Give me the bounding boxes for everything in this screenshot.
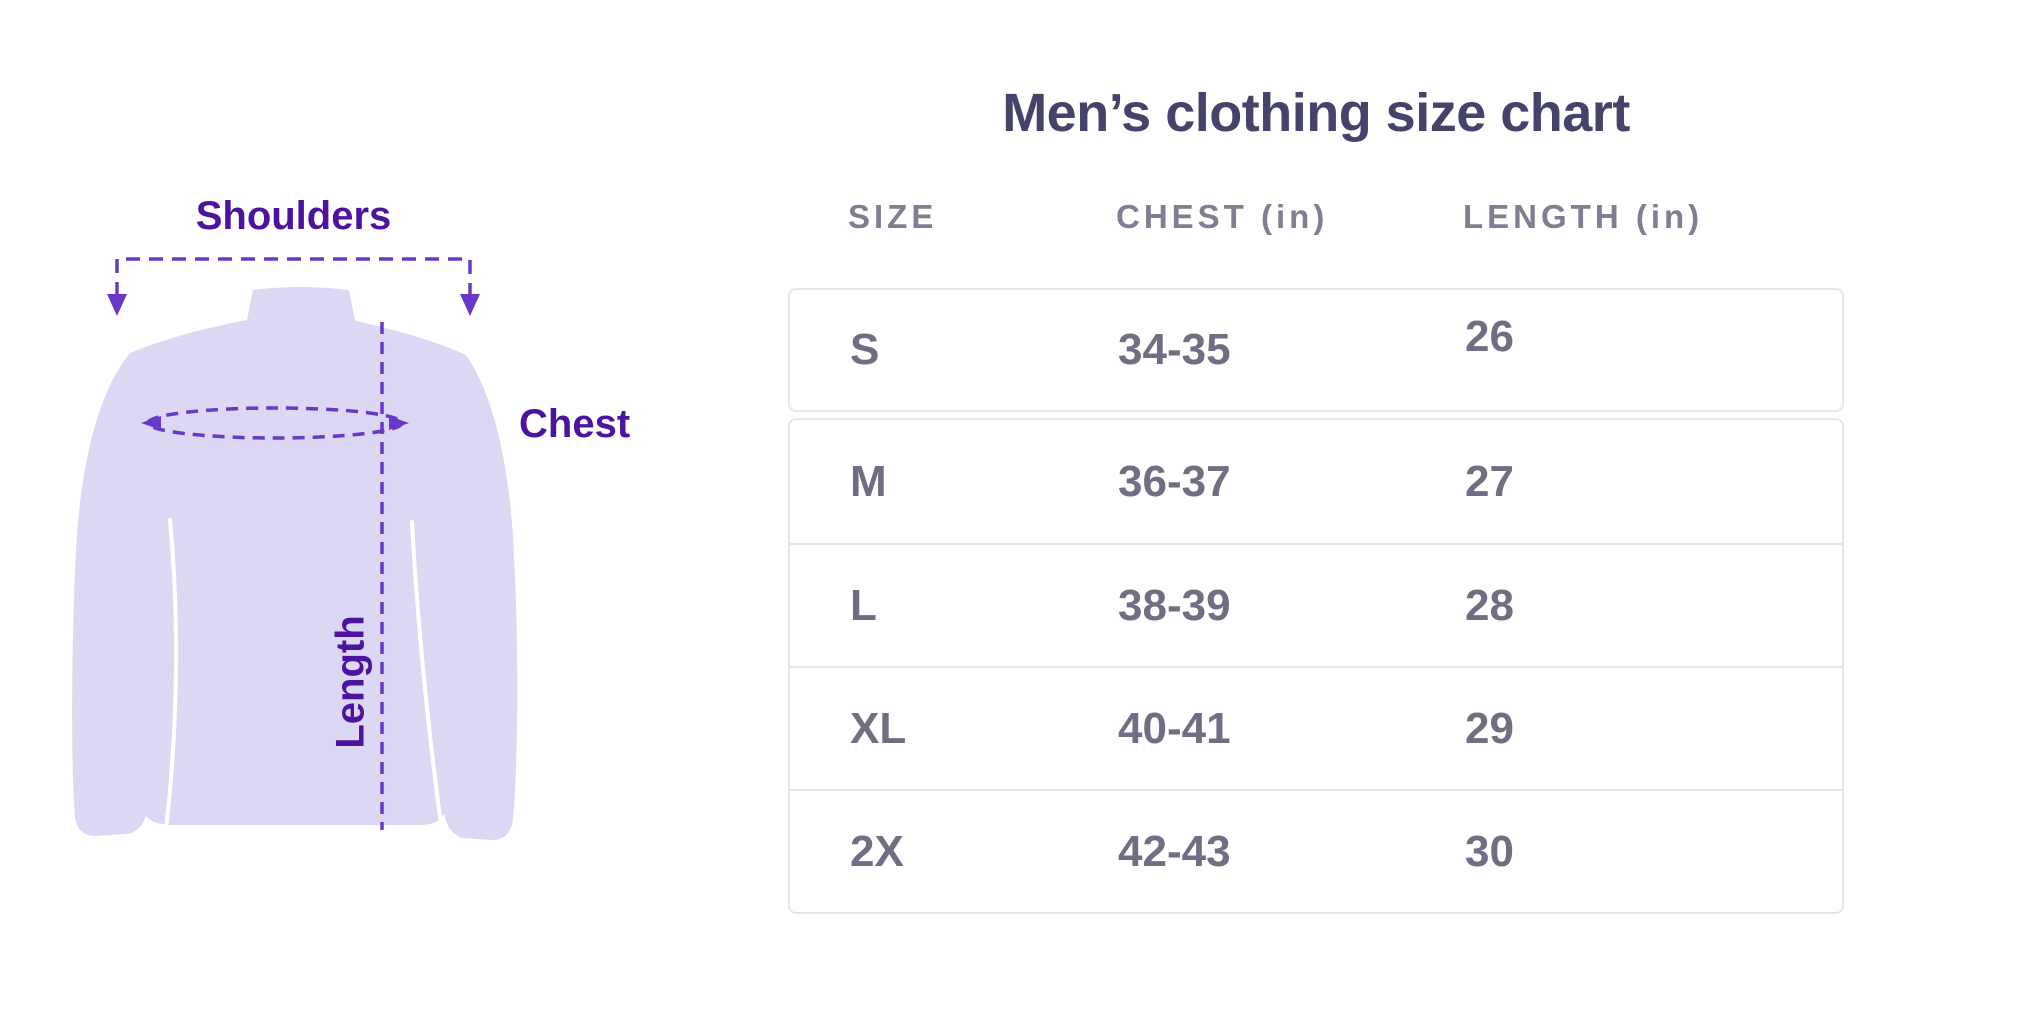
chest-cell: 34-35 <box>1118 325 1231 374</box>
size-cell: S <box>850 325 880 374</box>
left-sleeve-crease <box>164 518 179 832</box>
length-cell: 28 <box>1465 580 1514 630</box>
length-cell: 26 <box>1465 312 1514 361</box>
length-cell: 29 <box>1465 703 1514 753</box>
chest-right-arrowhead-icon <box>389 416 409 430</box>
table-row: XL 40-41 29 <box>790 666 1842 789</box>
size-table-row-group-s: S 34-35 26 <box>788 288 1844 412</box>
size-cell: 2X <box>850 826 904 876</box>
size-table-header: SIZE CHEST (in) LENGTH (in) <box>788 198 1844 235</box>
page-title: Men’s clothing size chart <box>1002 83 1630 143</box>
chest-label: Chest <box>519 402 631 446</box>
shoulders-bracket-line <box>115 257 472 296</box>
length-cell: 27 <box>1465 456 1514 506</box>
shoulders-label: Shoulders <box>195 194 392 238</box>
chest-cell: 36-37 <box>1118 456 1231 506</box>
column-header-chest: CHEST (in) <box>1116 198 1329 235</box>
size-table-row-group-m-2x: M 36-37 27 L 38-39 28 XL 40-41 29 2X 42-… <box>788 418 1844 914</box>
shoulders-right-arrowhead-icon <box>460 294 480 316</box>
chest-left-arrowhead-icon <box>141 416 161 430</box>
right-sleeve-crease <box>410 520 444 834</box>
table-row: M 36-37 27 <box>790 420 1842 543</box>
size-cell: M <box>850 456 887 506</box>
column-header-length: LENGTH (in) <box>1463 198 1704 235</box>
chest-cell: 42-43 <box>1118 826 1231 876</box>
shirt-silhouette <box>72 287 518 840</box>
table-row: 2X 42-43 30 <box>790 789 1842 912</box>
size-cell: L <box>850 580 877 630</box>
chest-cell: 40-41 <box>1118 703 1231 753</box>
size-cell: XL <box>850 703 907 753</box>
column-header-size: SIZE <box>848 198 938 235</box>
table-row: L 38-39 28 <box>790 543 1842 666</box>
length-cell: 30 <box>1465 826 1514 876</box>
shoulders-left-arrowhead-icon <box>107 294 127 316</box>
chest-cell: 38-39 <box>1118 580 1231 630</box>
length-label: Length <box>328 615 373 749</box>
table-row: S 34-35 26 <box>790 290 1842 410</box>
